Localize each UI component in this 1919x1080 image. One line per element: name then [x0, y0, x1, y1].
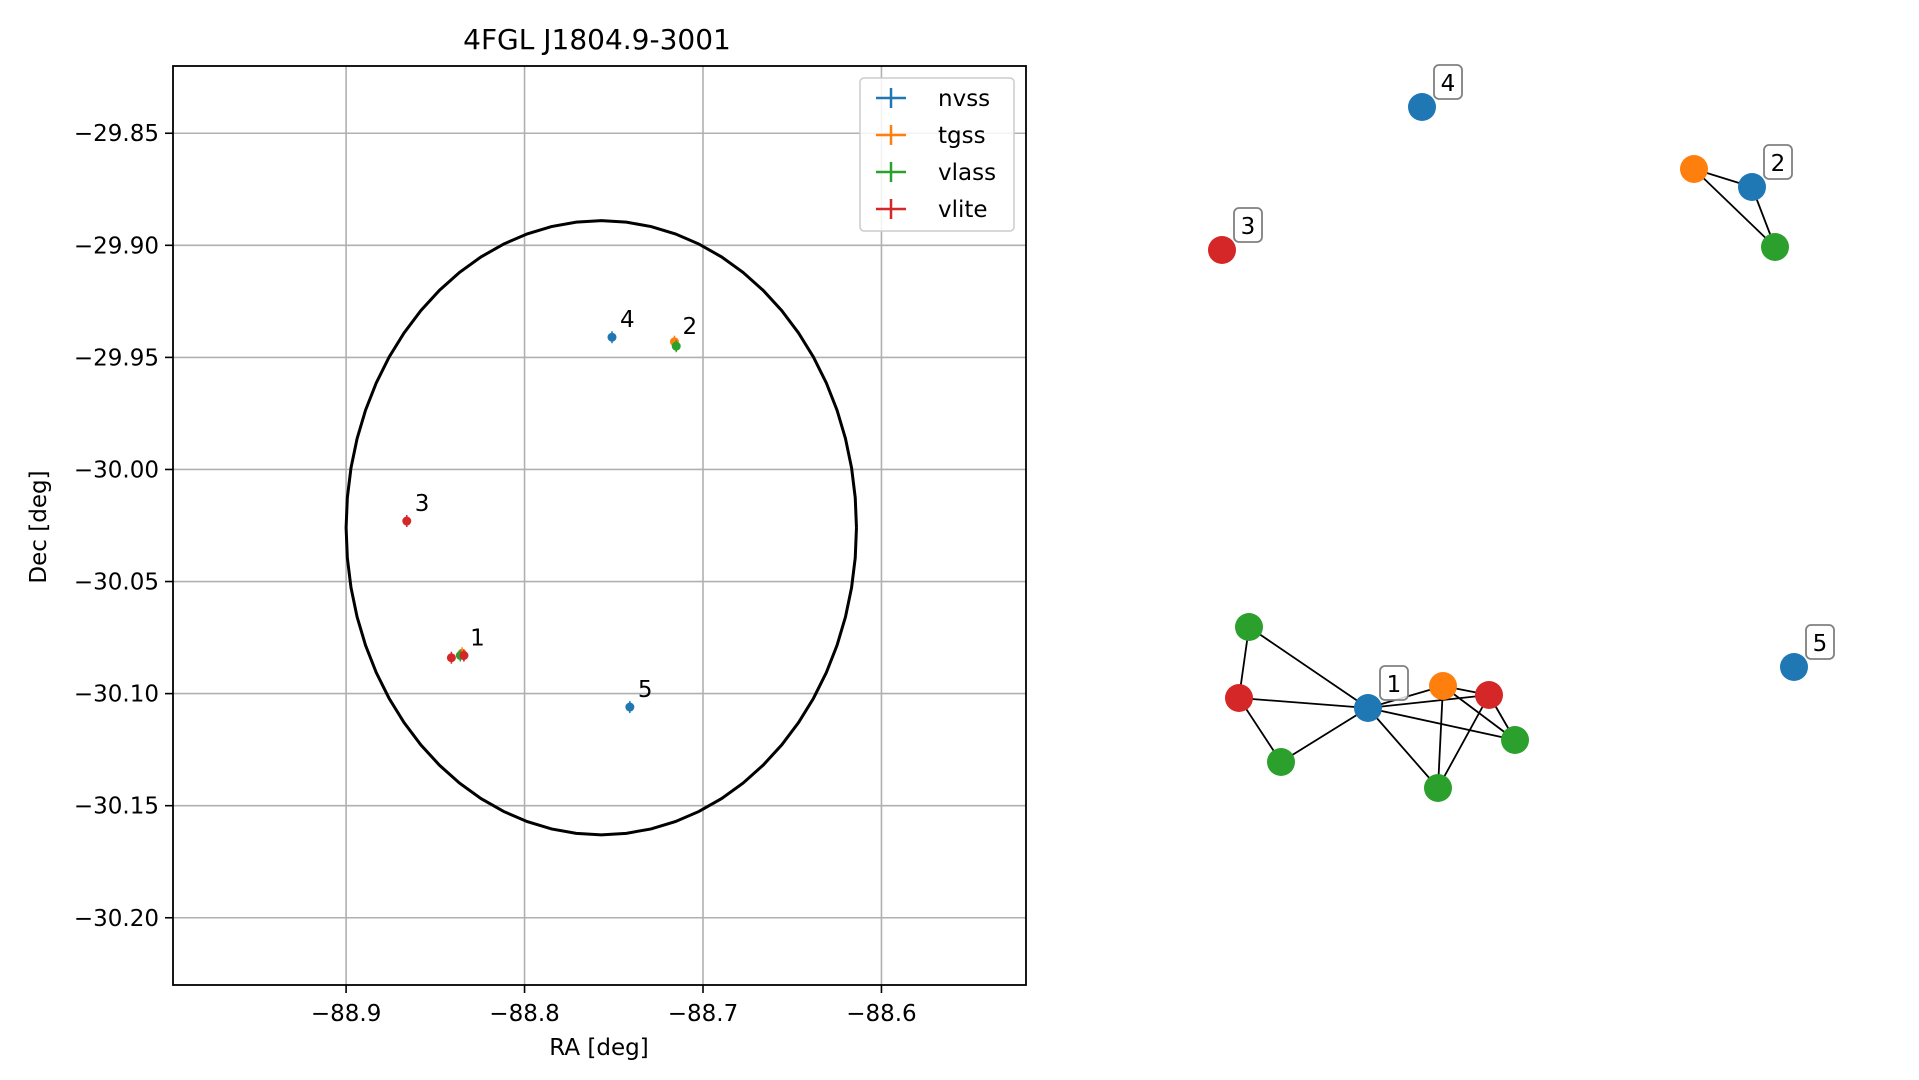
legend-entry-vlite: vlite — [876, 197, 988, 223]
y-ticks: −29.85 −29.90 −29.95 −30.00 −30.05 −30.10 −30.… — [74, 121, 173, 932]
graph-label-1: 1 — [1379, 665, 1409, 701]
x-tick-label: −88.9 — [311, 1001, 381, 1027]
graph-edges — [1238, 168, 1776, 789]
graph-node-vlass — [1235, 613, 1263, 641]
x-axis-label: RA [deg] — [549, 1035, 648, 1061]
graph-node-tgss — [1680, 155, 1708, 183]
graph-edge — [1248, 626, 1369, 709]
graph-node-nvss — [1408, 93, 1436, 121]
graph-label-text: 2 — [1771, 151, 1786, 177]
graph-node-vlass — [1761, 233, 1789, 261]
graph-node-vlite — [1225, 684, 1253, 712]
x-grid — [345, 66, 883, 985]
y-tick-label: −29.95 — [74, 345, 159, 371]
graph-node-nvss — [1780, 653, 1808, 681]
graph-node-nvss — [1738, 173, 1766, 201]
source-annotations: 1 2 3 4 5 — [415, 307, 697, 703]
nvss-point — [625, 702, 635, 712]
graph-label-box — [1805, 624, 1835, 660]
legend: nvss tgss vlass vlite — [859, 77, 1015, 232]
graph-label-box — [1433, 64, 1463, 100]
legend-entry-tgss: tgss — [876, 123, 986, 149]
y-tick-label: −30.00 — [74, 457, 159, 483]
graph-label-box — [1233, 207, 1263, 243]
scatter-points — [402, 331, 681, 714]
graph-label-5: 5 — [1805, 624, 1835, 660]
y-tick-label: −30.05 — [74, 570, 159, 596]
y-tick-label: −30.20 — [74, 906, 159, 932]
vlite-point — [459, 651, 469, 661]
source-label-4: 4 — [620, 307, 635, 333]
graph-node-vlass — [1267, 748, 1295, 776]
graph-label-text: 5 — [1813, 631, 1828, 657]
vlite-point — [402, 516, 412, 526]
legend-box — [859, 77, 1015, 232]
x-tick-label: −88.8 — [489, 1001, 559, 1027]
graph-node-vlass — [1501, 726, 1529, 754]
legend-label: vlite — [938, 197, 988, 223]
graph-labels: 1 2 3 4 5 — [1233, 64, 1835, 701]
graph-label-box — [1379, 665, 1409, 701]
plot-title: 4FGL J1804.9-3001 — [463, 23, 731, 56]
y-tick-label: −29.90 — [74, 233, 159, 259]
source-label-2: 2 — [682, 314, 697, 340]
graph-label-text: 1 — [1387, 672, 1402, 698]
source-label-5: 5 — [638, 677, 653, 703]
legend-label: vlass — [938, 160, 996, 186]
graph-label-3: 3 — [1233, 207, 1263, 243]
y-tick-label: −30.10 — [74, 682, 159, 708]
x-tick-label: −88.6 — [846, 1001, 916, 1027]
graph-nodes — [1208, 93, 1808, 802]
graph-label-2: 2 — [1763, 144, 1793, 180]
x-ticks: −88.9 −88.8 −88.7 −88.6 — [311, 985, 917, 1027]
graph-node-nvss — [1354, 694, 1382, 722]
graph-edge — [1280, 707, 1369, 763]
graph-label-4: 4 — [1433, 64, 1463, 100]
localization-ellipse — [344, 219, 858, 837]
graph-edge — [1437, 685, 1444, 789]
y-axis-label: Dec [deg] — [26, 470, 52, 583]
legend-label: nvss — [938, 86, 990, 112]
graph-node-tgss — [1429, 672, 1457, 700]
nvss-point — [607, 332, 617, 342]
legend-entry-nvss: nvss — [876, 86, 990, 112]
legend-label: tgss — [938, 123, 986, 149]
graph-label-text: 3 — [1241, 214, 1256, 240]
graph-edge — [1367, 694, 1490, 709]
y-tick-label: −30.15 — [74, 794, 159, 820]
graph-label-text: 4 — [1441, 71, 1456, 97]
graph-edge — [1367, 707, 1439, 789]
source-label-1: 1 — [470, 626, 485, 652]
graph-edge — [1238, 697, 1369, 709]
graph-edge — [1437, 694, 1490, 789]
graph-edge — [1693, 168, 1776, 248]
y-grid — [173, 132, 1026, 919]
graph-panel: 1 2 3 4 5 — [1208, 64, 1835, 802]
x-tick-label: −88.7 — [668, 1001, 738, 1027]
legend-entries: nvss tgss vlass vlite — [876, 86, 996, 223]
y-tick-label: −29.85 — [74, 121, 159, 147]
vlite-point — [446, 653, 456, 663]
graph-node-vlass — [1424, 774, 1452, 802]
source-label-3: 3 — [415, 491, 430, 517]
graph-label-box — [1763, 144, 1793, 180]
vlass-point — [671, 341, 681, 351]
axes-frame — [172, 65, 1027, 986]
graph-node-vlite — [1208, 236, 1236, 264]
legend-entry-vlass: vlass — [876, 160, 996, 186]
graph-node-vlite — [1475, 681, 1503, 709]
